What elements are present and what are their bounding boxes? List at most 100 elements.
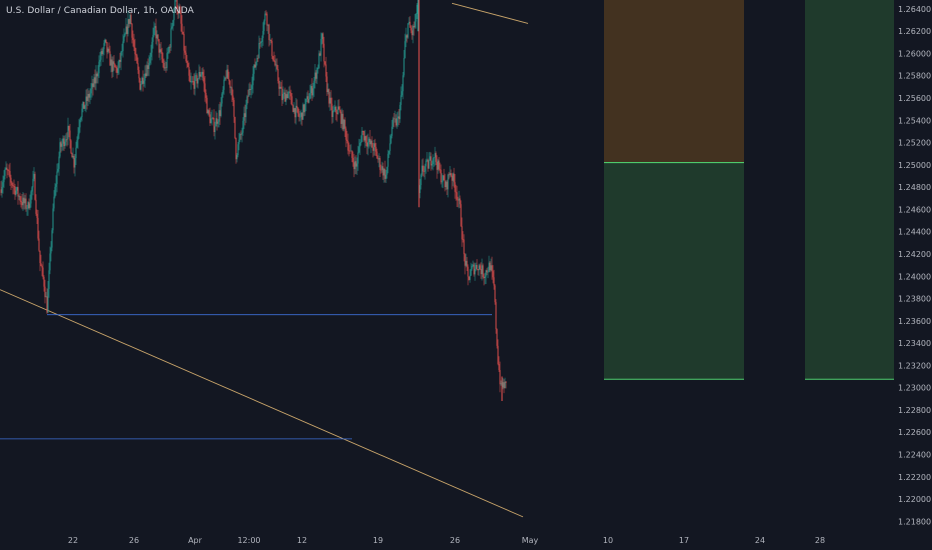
candle-body (84, 105, 86, 109)
candle-body (110, 59, 112, 66)
candle-body (375, 146, 377, 152)
candle-body (17, 187, 19, 197)
candle-body (492, 271, 494, 278)
candle-body (222, 89, 224, 94)
candle-body (32, 178, 34, 188)
candle-body (396, 117, 398, 126)
candle-body (345, 128, 347, 140)
candle-body (472, 264, 474, 266)
candle-body (253, 64, 255, 74)
candle-body (350, 150, 352, 152)
candle-body (449, 173, 451, 176)
candle-body (272, 56, 274, 61)
candle-body (0, 189, 2, 193)
candle-body (180, 12, 182, 24)
candle-body (202, 71, 204, 78)
candle-body (116, 67, 118, 73)
candle-body (86, 96, 88, 101)
candle-body (426, 159, 428, 161)
candle-body (36, 213, 38, 218)
candle-body (236, 155, 238, 160)
candle-body (386, 166, 388, 175)
candle-body (70, 140, 72, 154)
candle-body (420, 174, 422, 186)
candle-body (391, 126, 393, 136)
candle-body (311, 86, 313, 96)
candle-body (371, 140, 373, 148)
candle-body (226, 69, 228, 78)
candle-body (368, 138, 370, 142)
candle-body (198, 71, 200, 79)
candle-body (372, 147, 374, 151)
candle-body (177, 10, 179, 14)
candle-body (98, 61, 100, 74)
candle-body (150, 52, 152, 57)
candle-body (41, 266, 43, 268)
candle-body (25, 198, 27, 209)
candle-body (165, 67, 167, 69)
price-tick-label: 1.22200 (898, 473, 931, 482)
candle-body (496, 329, 498, 346)
candle-body (394, 118, 396, 120)
price-tick-label: 1.24000 (898, 272, 931, 281)
candle-body (303, 104, 305, 113)
candle-body (455, 191, 457, 193)
candle-body (108, 48, 110, 52)
candle-body (34, 173, 36, 200)
candle-body (453, 173, 455, 183)
candle-body (179, 10, 181, 13)
candle-body (314, 72, 316, 81)
candle-body (186, 61, 188, 64)
candle-body (267, 24, 269, 26)
candle-body (62, 138, 64, 144)
candle-body (259, 42, 261, 44)
candle-body (321, 33, 323, 39)
candle-body (435, 153, 437, 162)
candle-body (401, 91, 403, 96)
candle-body (93, 77, 95, 87)
candle-body (489, 262, 491, 271)
candle-body (137, 63, 139, 71)
candle-body (330, 97, 332, 104)
candle-body (161, 51, 163, 60)
candle-body (286, 94, 288, 98)
candle-body (429, 156, 431, 161)
candle-body (495, 302, 497, 330)
candle-body (490, 265, 492, 271)
candle-body (104, 39, 106, 44)
candle-body (209, 114, 211, 124)
price-tick-label: 1.25600 (898, 94, 931, 103)
candle-body (63, 138, 65, 147)
candle-body (479, 265, 481, 270)
candle-body (230, 87, 232, 88)
candle-body (18, 195, 20, 197)
candle-body (285, 94, 287, 102)
candle-body (250, 89, 252, 90)
time-tick-label: 24 (755, 536, 765, 545)
candle-body (459, 198, 461, 205)
candle-body (185, 52, 187, 62)
price-tick-label: 1.24200 (898, 250, 931, 259)
candle-body (374, 143, 376, 147)
candle-body (106, 42, 108, 53)
candle-body (400, 95, 402, 105)
candle-body (294, 108, 296, 118)
candle-body (144, 73, 146, 81)
candle-body (6, 167, 8, 171)
candle-body (225, 77, 227, 79)
candle-body (72, 156, 74, 158)
candle-body (46, 296, 48, 313)
candle-body (219, 110, 221, 116)
candle-body (77, 134, 79, 141)
candle-body (381, 166, 383, 170)
candle-body (143, 80, 145, 84)
candle-body (205, 92, 207, 98)
candle-body (291, 96, 293, 106)
candle-body (107, 48, 109, 53)
candle-body (57, 168, 59, 172)
candle-body (308, 99, 310, 103)
candle-body (356, 163, 358, 167)
price-tick-label: 1.22800 (898, 406, 931, 415)
